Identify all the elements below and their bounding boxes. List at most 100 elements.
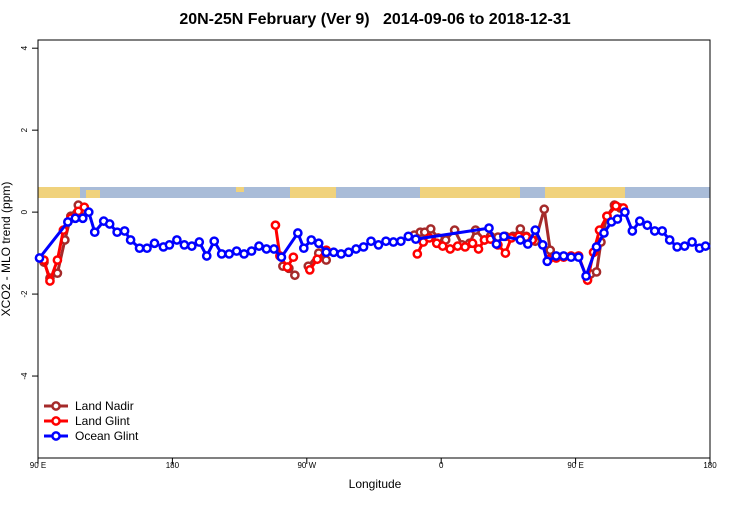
data-point	[700, 241, 711, 251]
data-point	[52, 255, 63, 265]
data-point	[388, 237, 399, 247]
data-point	[542, 256, 553, 267]
y-tick-label: 2	[20, 127, 29, 132]
data-point	[34, 253, 45, 263]
data-point	[336, 249, 346, 259]
y-tick-label: 0	[20, 209, 29, 214]
y-tick-label: 4	[20, 45, 29, 50]
data-point	[83, 207, 94, 217]
data-point	[591, 242, 602, 252]
data-point	[452, 241, 463, 251]
data-point	[530, 225, 541, 235]
data-point	[239, 249, 249, 259]
data-point	[231, 246, 242, 256]
data-point	[269, 244, 279, 254]
data-point	[500, 248, 511, 258]
data-point	[545, 245, 556, 256]
data-point	[112, 227, 122, 238]
plot-frame	[37, 39, 711, 459]
data-point	[125, 235, 136, 245]
data-point	[201, 251, 212, 261]
data-point	[599, 228, 609, 238]
data-point	[627, 226, 638, 236]
data-point	[304, 265, 315, 275]
data-point	[537, 240, 548, 250]
data-point	[186, 241, 197, 251]
data-point	[142, 243, 152, 254]
data-point	[664, 235, 675, 245]
data-point	[313, 238, 324, 249]
data-point	[551, 251, 562, 261]
x-tick-label: 180	[703, 461, 717, 470]
x-axis-label: Longitude	[349, 477, 402, 491]
legend-marker	[51, 431, 61, 441]
data-point	[539, 204, 550, 215]
data-point	[437, 241, 448, 251]
data-point	[216, 249, 227, 259]
data-point	[403, 231, 414, 242]
x-tick-label: 0	[439, 461, 444, 470]
data-point	[172, 235, 182, 245]
data-point	[104, 219, 115, 229]
data-point	[261, 244, 272, 254]
data-point	[581, 271, 591, 281]
data-point	[343, 247, 354, 258]
data-point	[224, 249, 234, 259]
data-point	[672, 242, 682, 252]
data-point	[292, 228, 303, 238]
data-point	[573, 252, 584, 263]
data-point	[515, 224, 526, 234]
data-point	[445, 244, 456, 254]
data-point	[70, 213, 81, 224]
data-point	[134, 243, 145, 254]
data-point	[179, 240, 190, 250]
data-point	[484, 223, 494, 233]
legend-marker	[51, 401, 61, 411]
data-point	[282, 262, 293, 272]
data-point	[460, 242, 470, 252]
data-point	[611, 201, 621, 211]
legend-label: Land Glint	[75, 414, 130, 428]
data-point	[164, 240, 175, 250]
data-point	[591, 267, 602, 277]
data-point	[63, 217, 73, 227]
data-point	[425, 224, 436, 234]
data-point	[209, 236, 220, 247]
data-point	[366, 236, 376, 247]
x-tick-label: 90 E	[30, 461, 46, 470]
data-point	[119, 226, 130, 236]
data-point	[381, 236, 391, 247]
data-point	[634, 216, 645, 226]
y-tick-label: -2	[20, 290, 29, 298]
data-point	[410, 234, 421, 245]
data-point	[373, 240, 384, 250]
data-point	[649, 226, 660, 236]
x-tick-label: 180	[166, 461, 180, 470]
y-axis-label: XCO2 - MLO trend (ppm)	[0, 182, 13, 317]
data-point	[290, 270, 300, 281]
data-point	[246, 246, 257, 256]
data-point	[499, 231, 509, 242]
data-point	[321, 247, 332, 258]
legend-label: Land Nadir	[75, 399, 134, 413]
data-point	[276, 252, 287, 263]
data-point	[396, 236, 406, 247]
x-tick-label: 90 W	[297, 461, 316, 470]
data-point	[687, 237, 697, 247]
data-point	[298, 243, 309, 254]
data-point	[412, 249, 423, 259]
data-point	[620, 207, 630, 217]
data-point	[679, 241, 690, 251]
x-tick-label: 90 E	[567, 461, 583, 470]
legend-marker	[51, 416, 61, 426]
data-point	[149, 238, 160, 249]
y-tick-label: -4	[20, 372, 29, 380]
data-point	[328, 247, 339, 258]
data-point	[642, 220, 653, 231]
map-strip	[38, 187, 710, 198]
data-point	[288, 252, 299, 263]
data-point	[270, 220, 281, 231]
